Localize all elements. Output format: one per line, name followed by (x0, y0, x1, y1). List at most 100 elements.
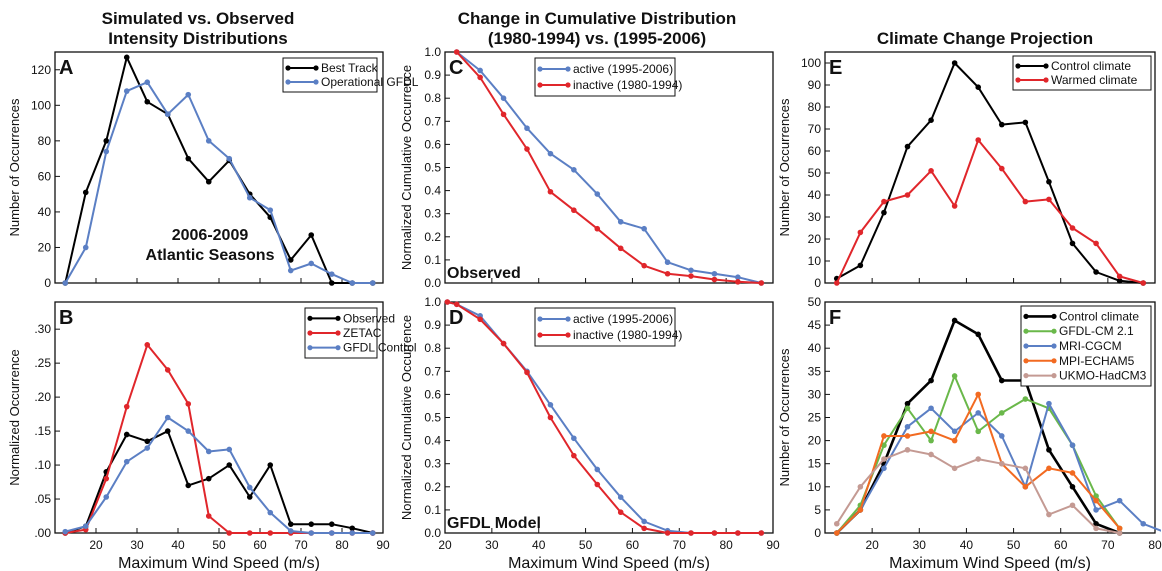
series-line (64, 81, 373, 284)
data-point (547, 414, 554, 421)
data-point (267, 509, 274, 516)
data-point (185, 91, 192, 98)
y-tick-label: 70 (808, 122, 822, 136)
data-point (1069, 225, 1076, 231)
data-point (1093, 507, 1099, 513)
data-point (205, 513, 212, 519)
data-point (287, 257, 294, 263)
data-point (287, 267, 294, 274)
data-point (571, 452, 577, 459)
y-tick-label: .15 (34, 424, 51, 438)
legend: active (1995-2006) inactive (1980-1994) (534, 307, 682, 347)
data-point (82, 244, 89, 251)
data-point (735, 530, 741, 536)
data-point (349, 525, 356, 532)
data-point (641, 262, 647, 269)
legend-marker (1023, 313, 1029, 319)
data-point (998, 121, 1005, 128)
panel-a: 0 20 40 60 80 100 120 Number of Occurrences A 200… (7, 51, 419, 290)
legend-marker (565, 316, 571, 322)
plot-area (833, 60, 1147, 286)
data-point (1093, 493, 1099, 499)
panel-letter: A (59, 57, 73, 79)
y-tick-label: 0.3 (424, 207, 441, 221)
legend-marker (1051, 313, 1057, 319)
x-axis-label: Maximum Wind Speed (m/s) (118, 555, 320, 571)
panel-c: 0.0 0.1 0.2 0.3 0.4 0.5 0.6 0.7 0.8 0.9 1.0 Normali… (399, 45, 774, 290)
legend-marker (537, 82, 543, 88)
legend-box (1012, 55, 1152, 91)
y-tick-label: 0.6 (424, 137, 441, 151)
y-axis-label: Normalized Cumulative Occurrence (399, 315, 414, 520)
legend-label: inactive (1980-1994) (573, 328, 682, 342)
legend-marker (307, 330, 313, 336)
series-inactive-1980-1994- (453, 49, 765, 286)
data-point (951, 437, 958, 444)
legend-marker (285, 65, 291, 71)
data-point (1116, 278, 1123, 284)
data-point (735, 279, 741, 285)
data-point (711, 270, 718, 277)
legend-marker (313, 79, 319, 85)
data-point (144, 98, 151, 105)
data-point (951, 428, 958, 435)
data-point (928, 428, 934, 435)
y-tick-label: 0.9 (424, 68, 441, 82)
data-point (904, 192, 911, 198)
legend-label: Warmed climate (1051, 73, 1138, 87)
y-tick-label: 20 (38, 240, 52, 254)
data-point (453, 301, 460, 308)
y-tick-label: 35 (808, 364, 822, 378)
legend-label: ZETAC (343, 326, 382, 340)
y-tick-label: 40 (38, 205, 52, 219)
y-tick-label: 0.0 (424, 526, 441, 540)
x-axis-label: Maximum Wind Speed (m/s) (889, 555, 1091, 571)
data-point (1116, 273, 1123, 280)
data-point (951, 60, 958, 66)
data-point (594, 466, 601, 473)
legend-label: Operational GFDL (321, 75, 419, 89)
column-title-intensity: Simulated vs. Observed Intensity Distrib… (102, 9, 295, 48)
legend-marker (1023, 373, 1029, 379)
data-point (1116, 525, 1123, 532)
legend-marker (565, 66, 571, 72)
series-line (64, 430, 374, 534)
x-tick-label: 40 (532, 538, 546, 552)
legend-label: MPI-ECHAM5 (1059, 354, 1135, 368)
legend-label: Control climate (1059, 309, 1139, 323)
data-point (928, 117, 934, 123)
y-tick-label: 20 (808, 232, 822, 246)
x-tick-label: 60 (626, 538, 640, 552)
y-tick-label: 0.6 (424, 387, 441, 401)
data-point (185, 482, 192, 489)
data-point (617, 245, 624, 252)
column-title-cumulative: Change in Cumulative Distribution (1980-… (458, 9, 737, 48)
data-point (881, 465, 887, 472)
legend-box (534, 307, 676, 347)
x-tick-label: 30 (913, 538, 927, 552)
x-tick-label: 90 (766, 538, 780, 552)
data-point (641, 518, 647, 525)
data-point (267, 530, 274, 536)
data-point (975, 84, 982, 90)
y-axis-label: Number of Occurrences (777, 98, 792, 236)
data-point (144, 342, 151, 348)
annotation-text: 2006-2009 (172, 227, 249, 244)
y-tick-label: 25 (808, 411, 822, 425)
y-tick-label: 40 (808, 188, 822, 202)
y-tick-label: .05 (34, 492, 51, 506)
data-point (123, 88, 130, 94)
data-point (524, 146, 530, 152)
y-tick-label: 30 (808, 210, 822, 224)
data-point (1069, 502, 1076, 509)
x-tick-label: 40 (171, 538, 185, 552)
annotation-text: Atlantic Seasons (146, 247, 275, 264)
legend-marker (537, 332, 543, 338)
data-point (1116, 497, 1123, 504)
y-axis-label: Number of Occurrences (777, 348, 792, 486)
data-point (571, 167, 577, 173)
y-tick-label: 0.7 (424, 114, 441, 128)
y-tick-label: 0 (814, 526, 821, 540)
